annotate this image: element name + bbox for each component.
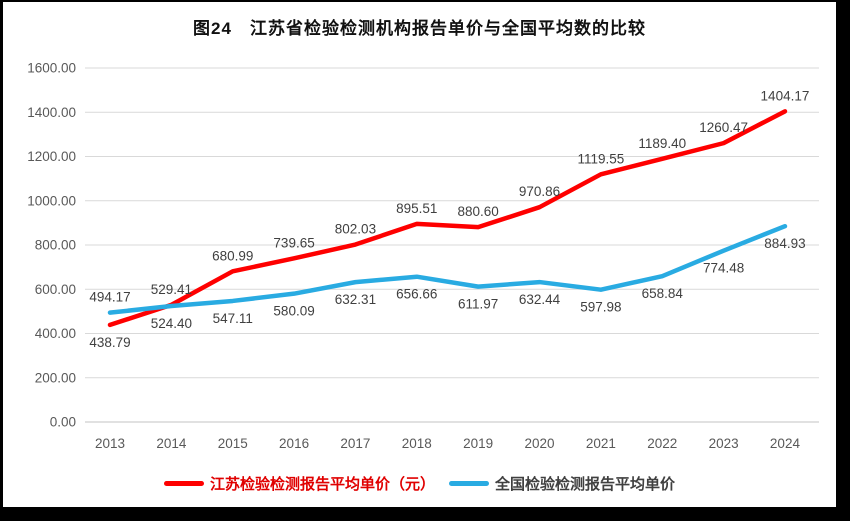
x-axis-tick-label: 2017 (340, 436, 370, 451)
x-axis-tick-label: 2022 (647, 436, 677, 451)
data-label: 494.17 (89, 290, 130, 305)
y-axis-tick-label: 400.00 (35, 326, 76, 341)
data-label: 880.60 (458, 204, 499, 219)
y-axis-tick-label: 600.00 (35, 282, 76, 297)
y-axis-tick-label: 1200.00 (27, 149, 76, 164)
data-label: 656.66 (396, 287, 437, 302)
data-label: 739.65 (273, 235, 314, 250)
data-label: 884.93 (764, 236, 805, 251)
data-label: 632.44 (519, 292, 561, 307)
data-label: 529.41 (151, 282, 192, 297)
data-label: 895.51 (396, 201, 437, 216)
data-label: 1119.55 (577, 151, 624, 166)
x-axis-tick-label: 2019 (463, 436, 493, 451)
chart-legend: 江苏检验检测报告平均单价（元） 全国检验检测报告平均单价 (3, 470, 836, 496)
data-label: 547.11 (213, 311, 253, 326)
y-axis-tick-label: 1000.00 (27, 193, 76, 208)
data-label: 970.86 (519, 184, 560, 199)
data-label: 1404.17 (761, 88, 810, 103)
data-label: 597.98 (580, 300, 621, 315)
x-axis-tick-label: 2014 (156, 436, 187, 451)
x-axis-tick-label: 2024 (770, 436, 801, 451)
y-axis-tick-label: 1600.00 (27, 61, 76, 76)
series-line-1 (107, 223, 788, 315)
x-axis-tick-label: 2021 (586, 436, 616, 451)
x-axis-tick-label: 2023 (709, 436, 739, 451)
legend-item-jiangsu: 江苏检验检测报告平均单价（元） (163, 473, 435, 494)
legend-line-swatch-jiangsu (163, 480, 204, 486)
data-label: 1260.47 (699, 120, 748, 135)
legend-line-swatch-national (449, 480, 489, 486)
x-axis-tick-label: 2013 (95, 436, 125, 451)
x-axis-tick-label: 2015 (218, 436, 248, 451)
y-axis-tick-label: 1400.00 (27, 105, 76, 120)
data-label: 632.31 (335, 292, 376, 307)
data-label: 680.99 (212, 248, 253, 263)
legend-label-national: 全国检验检测报告平均单价 (495, 475, 676, 493)
series-line-0 (107, 109, 788, 328)
x-axis-tick-label: 2016 (279, 436, 309, 451)
y-axis-tick-label: 800.00 (35, 238, 76, 253)
y-axis-tick-label: 0.00 (50, 415, 76, 430)
x-axis-tick-label: 2018 (402, 436, 432, 451)
data-label: 611.97 (458, 297, 498, 312)
y-axis-tick-label: 200.00 (35, 370, 76, 385)
legend-label-jiangsu: 江苏检验检测报告平均单价（元） (209, 475, 435, 493)
chart-title: 图24 江苏省检验检测机构报告单价与全国平均数的比较 (193, 19, 646, 38)
data-label: 658.84 (642, 286, 684, 301)
data-label: 1189.40 (638, 136, 686, 151)
chart-canvas: 图24 江苏省检验检测机构报告单价与全国平均数的比较 0.00 200.00 400… (3, 2, 836, 507)
data-label: 524.40 (151, 316, 192, 331)
data-label: 580.09 (273, 304, 314, 319)
data-label: 802.03 (335, 222, 376, 237)
legend-item-national: 全国检验检测报告平均单价 (449, 473, 675, 494)
data-label: 774.48 (703, 261, 744, 276)
chart-plot-area: 0.00 200.00 400.00 600.00 800.00 1000.00 1200.… (27, 61, 819, 451)
x-axis-tick-label: 2020 (524, 436, 554, 451)
data-label: 438.79 (89, 335, 130, 350)
